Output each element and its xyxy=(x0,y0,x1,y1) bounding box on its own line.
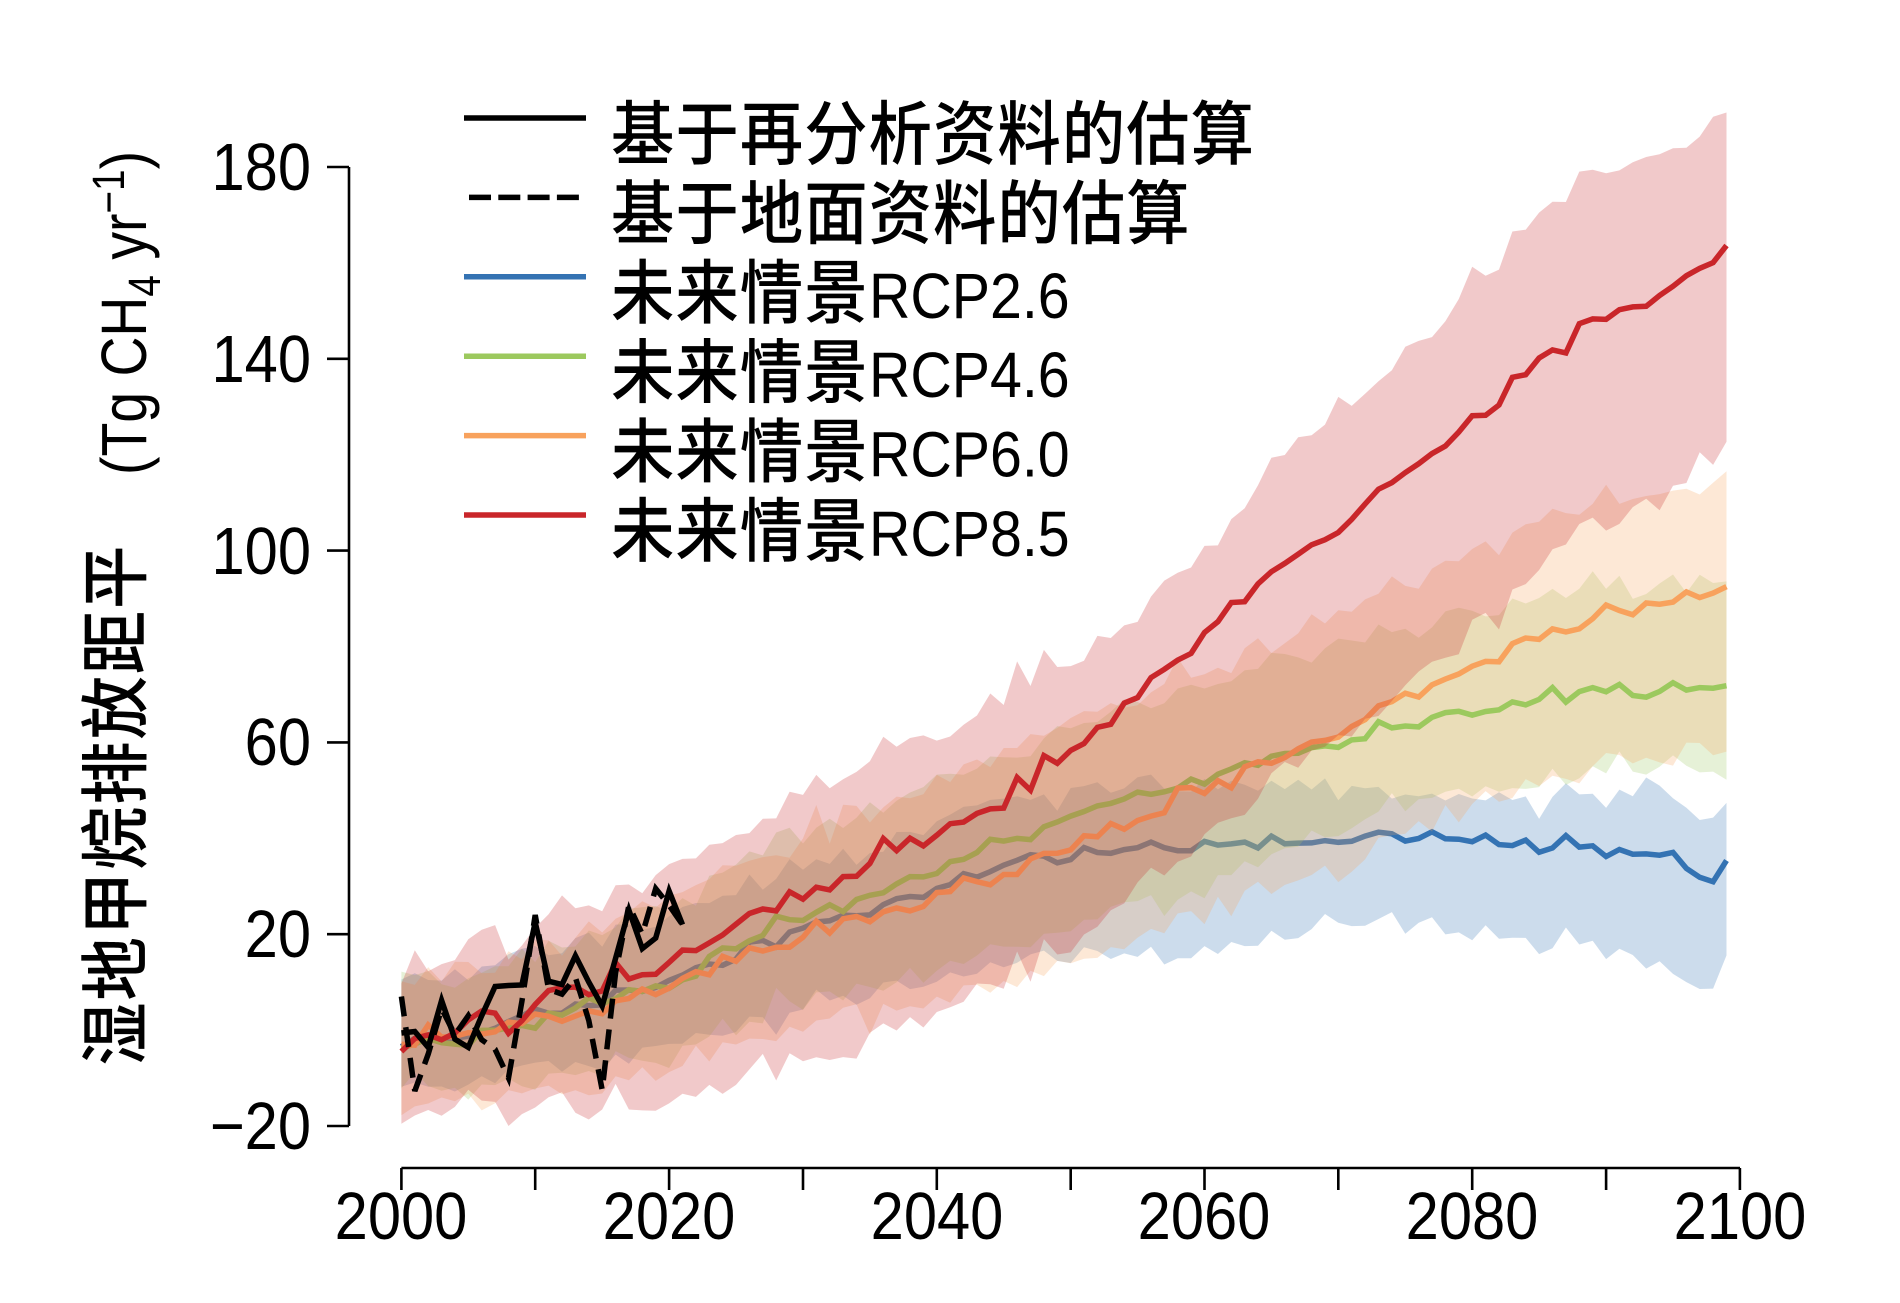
svg-text:180: 180 xyxy=(212,131,311,205)
svg-text:−20: −20 xyxy=(210,1090,311,1164)
svg-text:140: 140 xyxy=(212,323,311,397)
svg-text:2040: 2040 xyxy=(871,1180,1004,1254)
svg-text:20: 20 xyxy=(245,898,311,972)
svg-text:2020: 2020 xyxy=(603,1180,736,1254)
svg-text:100: 100 xyxy=(212,515,311,589)
svg-text:60: 60 xyxy=(245,706,311,780)
svg-text:RCP4.6: RCP4.6 xyxy=(869,339,1070,411)
svg-text:2060: 2060 xyxy=(1138,1180,1271,1254)
svg-text:2000: 2000 xyxy=(335,1180,468,1254)
svg-text:RCP6.0: RCP6.0 xyxy=(869,418,1070,490)
svg-text:RCP2.6: RCP2.6 xyxy=(869,260,1070,332)
svg-text:RCP8.5: RCP8.5 xyxy=(869,498,1070,570)
svg-text:2080: 2080 xyxy=(1406,1180,1539,1254)
svg-text:2100: 2100 xyxy=(1674,1180,1807,1254)
